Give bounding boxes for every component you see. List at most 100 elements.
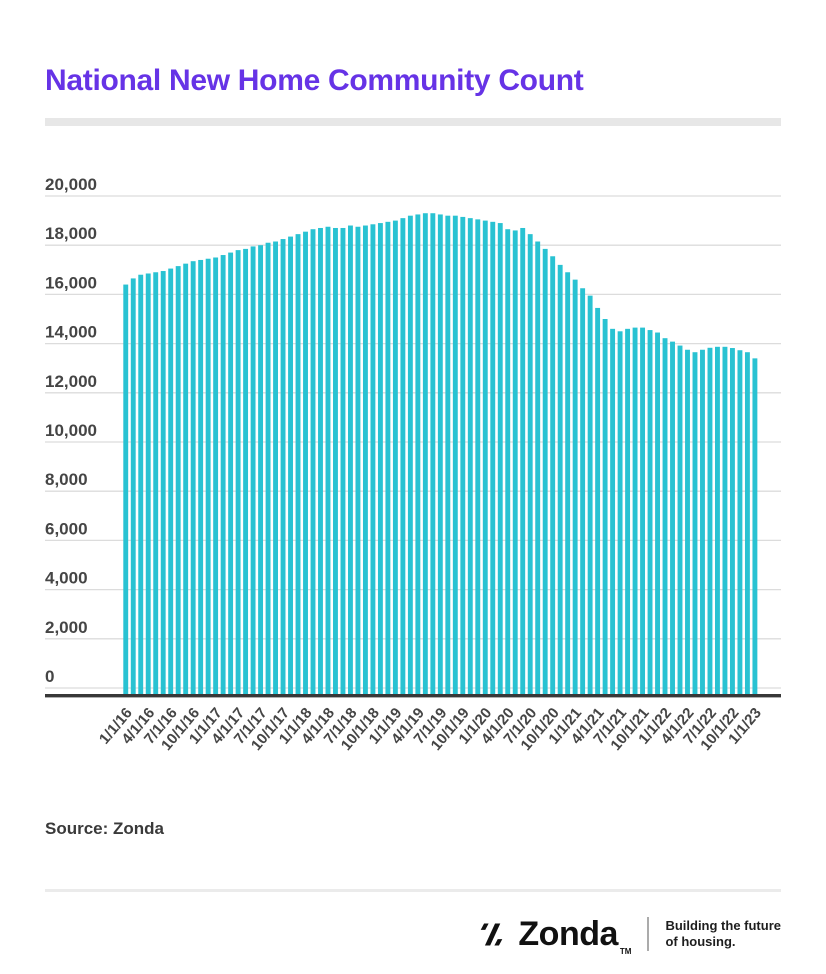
y-axis-label: 6,000: [45, 519, 88, 538]
source-note: Source: Zonda: [45, 819, 165, 838]
bar: [377, 223, 383, 696]
bar: [265, 242, 271, 697]
bar: [715, 346, 720, 696]
bar: [138, 274, 144, 696]
brand-footer: Zonda TM Building the future of housing.: [0, 910, 781, 958]
y-axis-label: 20,000: [45, 175, 97, 194]
footer-separator: [647, 917, 650, 951]
bar: [722, 346, 728, 696]
bar: [744, 352, 750, 696]
bar: [595, 307, 601, 696]
bar: [692, 352, 698, 696]
bar: [557, 264, 563, 696]
bar: [400, 218, 406, 696]
bar: [198, 259, 204, 696]
trademark-symbol: TM: [619, 947, 632, 956]
y-axis-label: 18,000: [45, 224, 97, 243]
bar: [542, 248, 548, 696]
bar: [640, 327, 646, 696]
bar: [662, 338, 668, 696]
bar: [310, 229, 316, 696]
bar: [220, 255, 226, 697]
bar: [527, 234, 533, 696]
y-axis-label: 4,000: [45, 569, 88, 588]
bar: [587, 295, 593, 696]
y-axis-label: 0: [45, 667, 54, 686]
bar: [235, 250, 241, 696]
bar: [437, 214, 443, 696]
bar: [490, 221, 496, 696]
bar: [505, 229, 511, 696]
bar: [445, 215, 451, 696]
title-underline: [45, 118, 781, 126]
y-axis-label: 8,000: [45, 470, 88, 489]
bar: [205, 258, 211, 696]
y-axis-label: 16,000: [45, 273, 97, 292]
bar: [303, 231, 308, 697]
x-axis-baseline: [45, 694, 781, 698]
bar: [153, 272, 159, 696]
footer-divider: [45, 889, 781, 892]
bar: [565, 272, 571, 696]
bar: [183, 263, 189, 696]
bar: [482, 220, 488, 696]
bar: [370, 224, 376, 697]
bar: [340, 227, 346, 697]
bar: [430, 213, 436, 696]
zonda-wordmark: Zonda: [518, 914, 618, 953]
y-axis-label: 2,000: [45, 618, 88, 637]
bar: [610, 328, 616, 696]
bar: [452, 215, 458, 696]
bar: [422, 213, 428, 696]
bar: [280, 239, 286, 697]
bar: [572, 279, 578, 696]
bar: [385, 221, 391, 696]
bar: [348, 225, 353, 696]
bar: [175, 266, 181, 696]
bar: [258, 245, 264, 696]
bar: [497, 223, 503, 696]
bar: [362, 225, 368, 696]
brand-tagline: Building the future of housing.: [665, 918, 781, 950]
bar: [707, 347, 713, 696]
bar: [520, 227, 526, 697]
page-title: National New Home Community Count: [45, 64, 584, 97]
bar: [535, 241, 541, 696]
bar: [752, 358, 758, 696]
bar: [475, 219, 481, 696]
bar: [625, 328, 631, 696]
y-axis-label: 10,000: [45, 421, 97, 440]
zonda-logo-icon: [481, 923, 503, 945]
tagline-line2: of housing.: [665, 934, 736, 949]
bar: [407, 215, 413, 696]
bar: [655, 332, 660, 696]
bar: [130, 278, 136, 696]
y-axis-label: 14,000: [45, 323, 97, 342]
bar: [318, 227, 323, 697]
bar: [415, 214, 421, 696]
bar: [617, 331, 623, 696]
bar: [213, 257, 219, 696]
bar: [580, 288, 586, 696]
bar: [632, 327, 638, 696]
bar: [467, 218, 473, 696]
bar: [392, 220, 398, 696]
bar: [677, 345, 683, 696]
bar: [228, 252, 234, 696]
bar: [243, 248, 249, 696]
bar: [325, 226, 331, 696]
bar: [737, 350, 743, 696]
bar: [168, 268, 174, 696]
bar: [145, 273, 151, 696]
bar: [602, 319, 608, 696]
bar: [647, 330, 653, 696]
bar: [550, 256, 556, 696]
bar: [160, 271, 166, 696]
bar: [355, 226, 361, 696]
bar: [460, 216, 466, 696]
bar: [288, 236, 293, 696]
tagline-line1: Building the future: [665, 918, 781, 933]
bar: [295, 234, 301, 696]
